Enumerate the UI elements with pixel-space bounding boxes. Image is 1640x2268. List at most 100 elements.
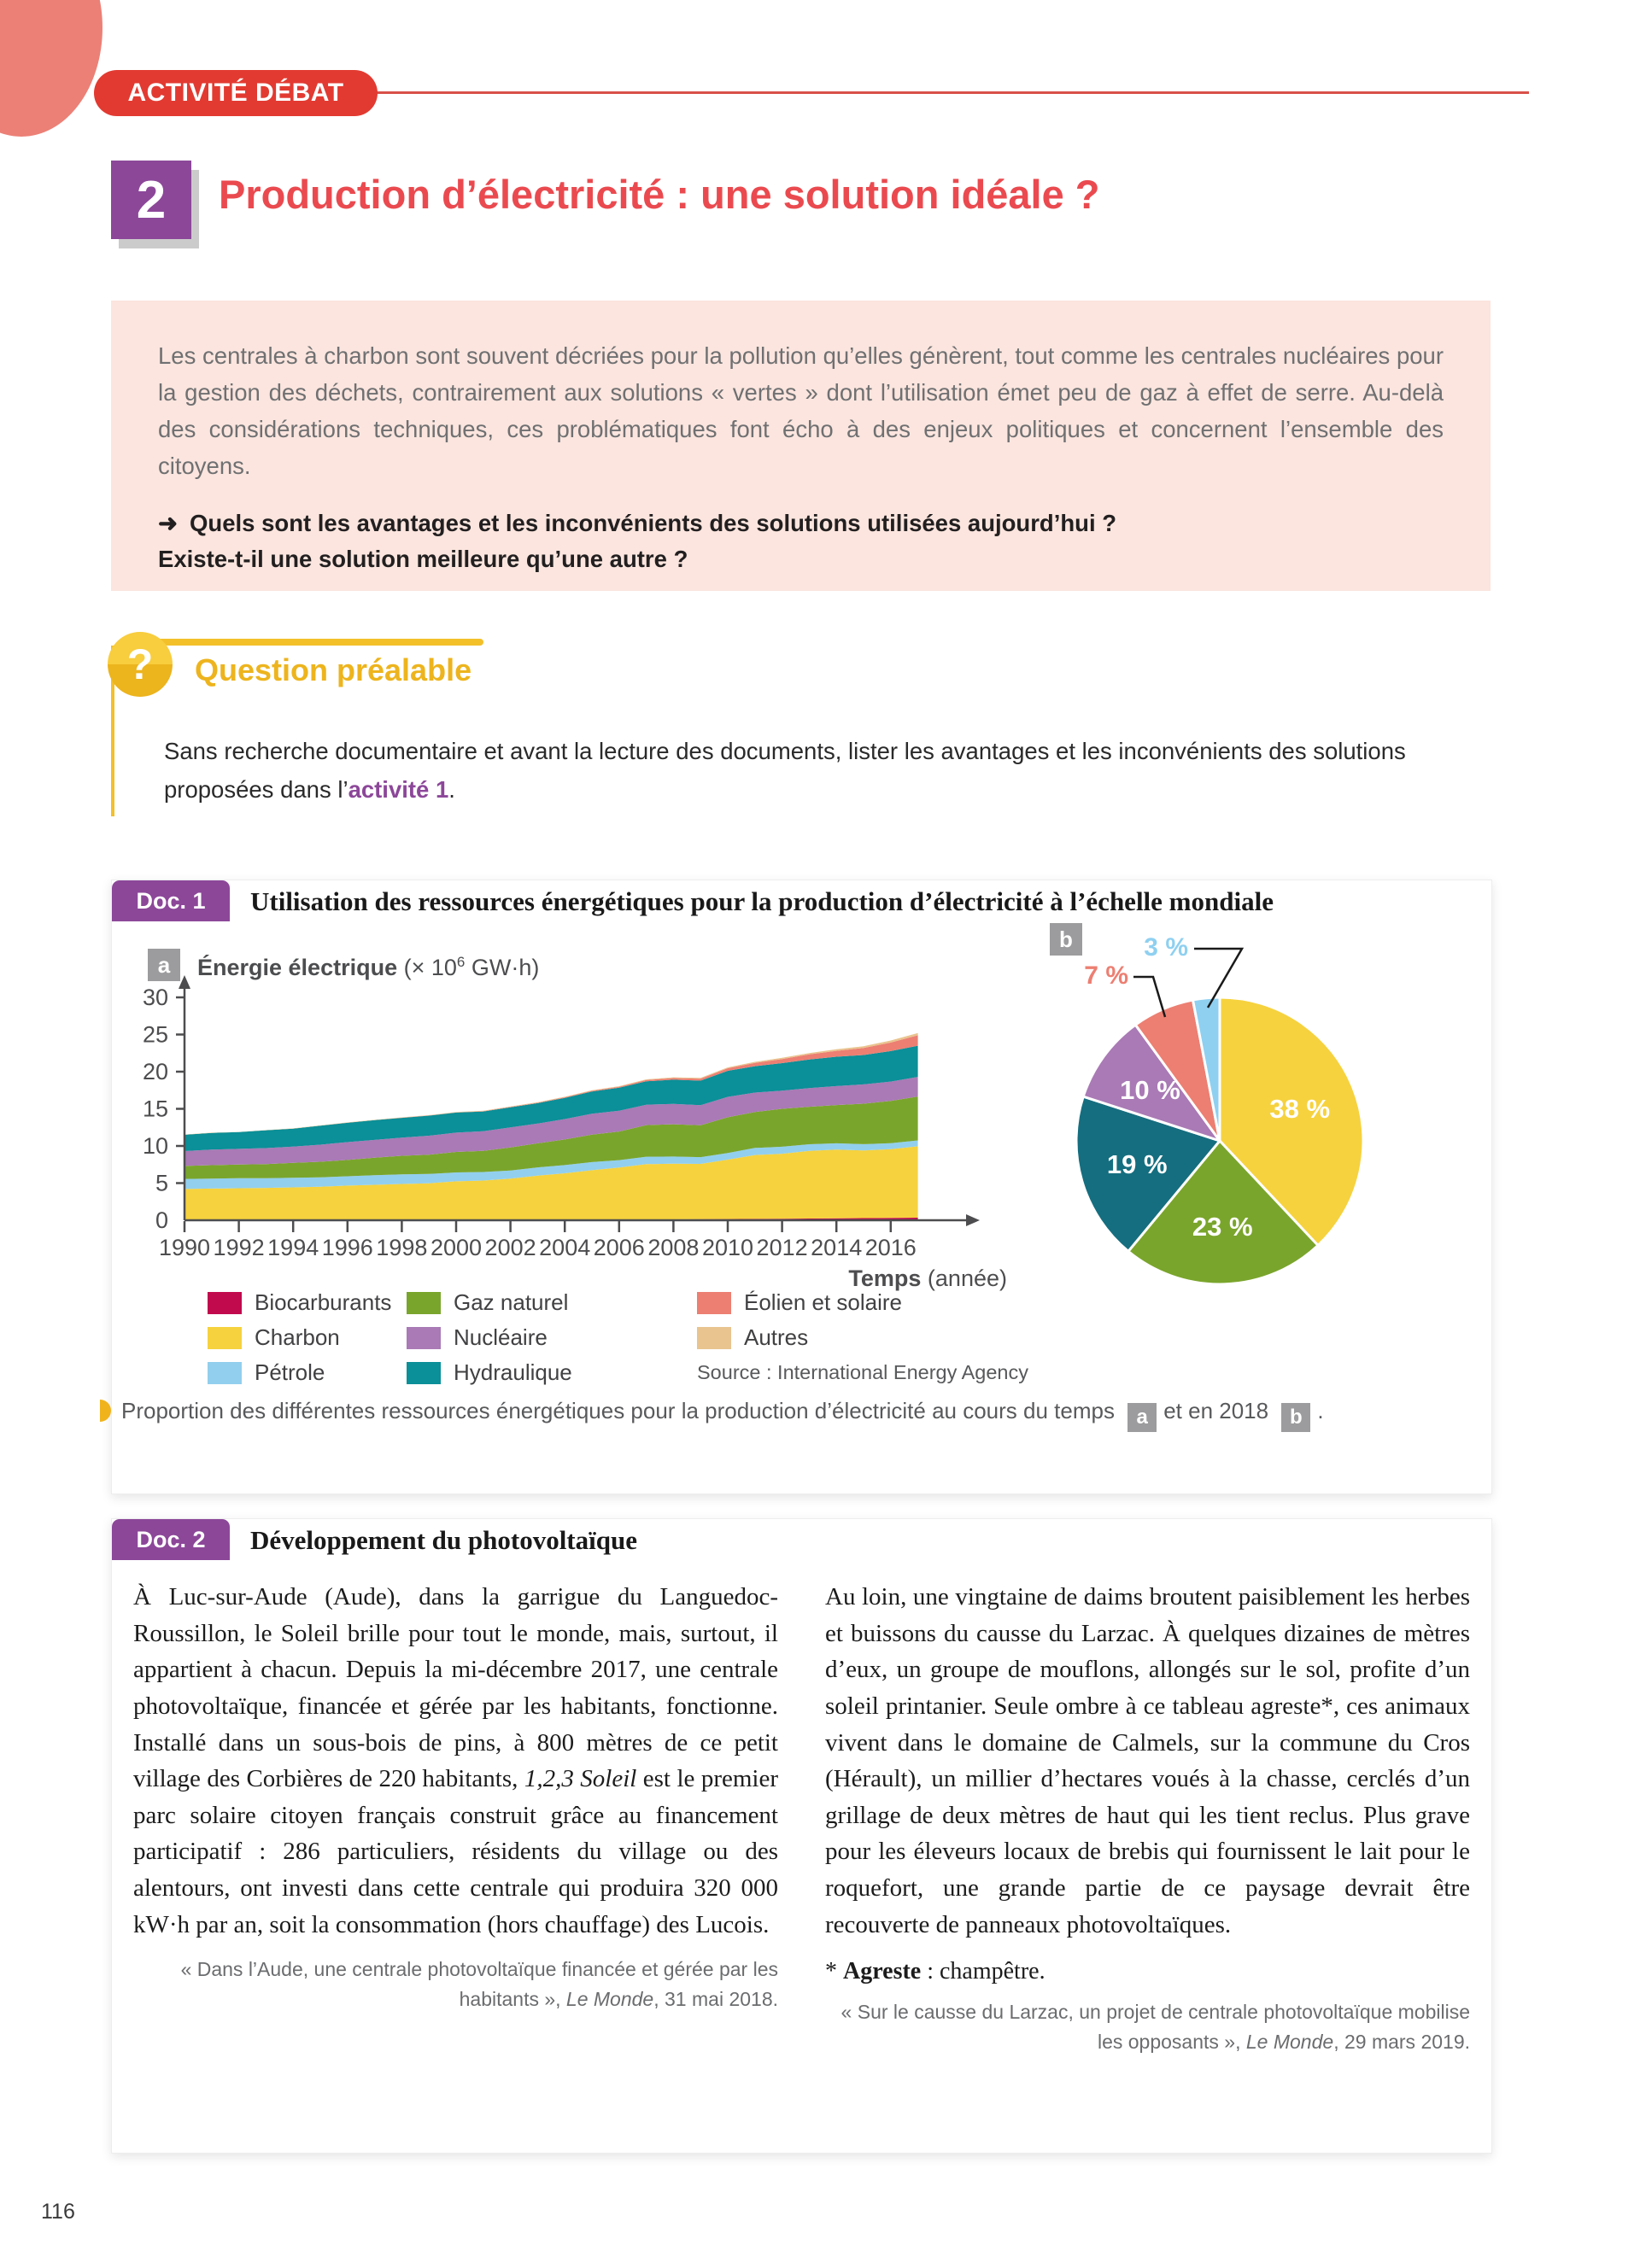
x-tick-label: 2000 [430,1235,482,1260]
qp-text-before: Sans recherche documentaire et avant la … [164,738,1406,803]
legend-label: Hydraulique [454,1359,572,1385]
legend-label: Nucléaire [454,1324,548,1350]
guiding-questions: ➜ Quels sont les avantages et les inconvé… [158,506,1444,578]
legend-label: Source : International Energy Agency [697,1361,1028,1383]
legend-swatch [208,1326,242,1349]
pie-label-Pétrole: 3 % [1144,933,1188,962]
doc2-title: Développement du photovoltaïque [250,1525,637,1555]
question-prealable-text: Sans recherche documentaire et avant la … [164,733,1479,809]
y-tick-label: 25 [143,1022,168,1048]
activity-number-box: 2 [111,161,191,239]
legend-label: Biocarburants [255,1289,392,1315]
question-prealable-heading: Question préalable [195,652,472,687]
chart-legend: Biocarburants Charbon Pétrole Gaz naturel Nu… [208,1285,1107,1390]
legend-item-Éolien et solaire: Éolien et solaire [697,1285,1107,1320]
y-tick-label: 30 [143,985,168,1010]
x-tick-label: 1994 [267,1235,319,1260]
doc2-left-citation: « Dans l’Aude, une centrale photovoltaïq… [180,1958,778,2010]
park-name-italic: 1,2,3 Soleil [524,1765,637,1793]
x-tick-label: 1990 [159,1235,210,1260]
pie-label-Hydraulique: 19 % [1107,1149,1168,1179]
doc2-tab: Doc. 2 [112,1519,230,1560]
x-tick-label: 2012 [757,1235,808,1260]
activity-1-link[interactable]: activité 1 [348,775,449,803]
stacked-area-chart: 0 5 10 15 20 25 30 1990 1992 1994 1996 1998 2000 2002… [143,975,1007,1291]
legend-item-Pétrole: Pétrole [208,1355,407,1390]
intro-paragraph: Les centrales à charbon sont souvent déc… [158,342,1444,479]
pie-slice-Gaz naturel [1127,1139,1320,1286]
activity-number: 2 [136,170,167,230]
doc1-card: Doc. 1 Utilisation des ressources énergé… [100,880,1492,1494]
y-tick-label: 0 [155,1207,168,1233]
pie-slice-Pétrole [1192,996,1221,1143]
y-tick-label: 5 [155,1171,168,1196]
activity-banner-label: ACTIVITÉ DÉBAT [127,79,344,107]
legend-item-Hydraulique: Hydraulique [407,1355,697,1390]
qp-text-after: . [448,775,455,803]
intro-box: Les centrales à charbon sont souvent déc… [111,301,1491,591]
x-tick-label: 1998 [376,1235,427,1260]
pie-slice-Nucléaire [1081,1023,1221,1143]
caption-badge-b: b [1281,1403,1311,1432]
footnote-term: Agreste [843,1958,922,1985]
legend-item-Biocarburants: Biocarburants [208,1285,407,1320]
legend-item-Autres: Autres [697,1320,1107,1355]
le-monde-italic-2: Le Monde [1245,2030,1334,2053]
area-chart-title: Énergie électrique (× 106 GW·h) [197,954,539,981]
legend-swatch [407,1361,441,1384]
doc1-caption: Proportion des différentes ressources én… [100,1396,1501,1432]
doc2-footnote: * Agreste : champêtre. [825,1958,1046,1985]
pie-slice-Charbon [1218,996,1365,1247]
pie-label-Éolien et solaire: 7 % [1084,962,1128,990]
area-chart-title-bold: Énergie électrique [197,955,398,980]
legend-label: Autres [744,1324,809,1350]
area-series-Nucléaire [184,1077,918,1166]
doc1-caption-text: Proportion des différentes ressources én… [121,1396,1324,1432]
doc1-title: Utilisation des ressources énergétiques … [250,886,1274,916]
doc1-tab: Doc. 1 [112,880,230,921]
x-tick-label: 1996 [322,1235,373,1260]
area-series-Gaz naturel [184,1096,918,1179]
guiding-question-2: Existe-t-il une solution meilleure qu’un… [158,546,688,573]
question-mark-icon: ? [108,632,173,697]
pie-label-Nucléaire: 10 % [1120,1075,1180,1105]
doc2-right-paragraph: Au loin, une vingtaine de daims broutent… [825,1583,1470,1938]
page-title: Production d’électricité : une solution … [219,172,1100,217]
x-tick-label: 2014 [811,1235,862,1260]
doc2-columns: À Luc-sur-Aude (Aude), dans la garrigue … [133,1579,1470,2056]
x-tick-label: 2010 [702,1235,753,1260]
legend-column: Gaz naturel Nucléaire Hydraulique [407,1285,697,1390]
legend-label: Charbon [255,1324,340,1350]
legend-swatch [407,1326,441,1349]
caption-badge-a: a [1128,1403,1157,1432]
pie-slice-Hydraulique [1075,1095,1221,1253]
legend-item-Gaz naturel: Gaz naturel [407,1285,697,1320]
y-tick-label: 20 [143,1059,168,1084]
x-tick-label: 1992 [214,1235,265,1260]
x-tick-label: 2006 [594,1235,645,1260]
legend-column: Biocarburants Charbon Pétrole [208,1285,407,1390]
corner-decoration-blob [0,0,102,137]
legend-label: Éolien et solaire [744,1289,902,1315]
header-rule [369,91,1529,94]
x-tick-label: 2008 [647,1235,699,1260]
area-series-Charbon [184,1146,918,1220]
doc2-card: Doc. 2 Développement du photovoltaïque À… [111,1518,1492,2154]
guiding-question-1-text: Quels sont les avantages et les inconvén… [190,509,1117,536]
legend-column: Éolien et solaire Autres Source : Internat… [697,1285,1107,1390]
doc2-right-column: Au loin, une vingtaine de daims broutent… [825,1579,1470,2056]
legend-label: Pétrole [255,1359,325,1385]
page-number: 116 [41,2200,75,2224]
y-tick-label: 10 [143,1133,168,1159]
pie-label-Gaz naturel: 23 % [1192,1212,1253,1242]
legend-item-Charbon: Charbon [208,1320,407,1355]
activity-banner: ACTIVITÉ DÉBAT [94,70,378,116]
legend-swatch [697,1291,731,1314]
doc2-right-citation: « Sur le causse du Larzac, un projet de … [840,2001,1470,2053]
x-tick-label: 2002 [485,1235,536,1260]
legend-swatch [208,1361,242,1384]
pie-chart-2018: 38 % 23 % 19 % 10 % 7 % 3 % [1075,933,1365,1286]
legend-swatch [407,1291,441,1314]
chart-source: Source : International Energy Agency [697,1355,1107,1390]
